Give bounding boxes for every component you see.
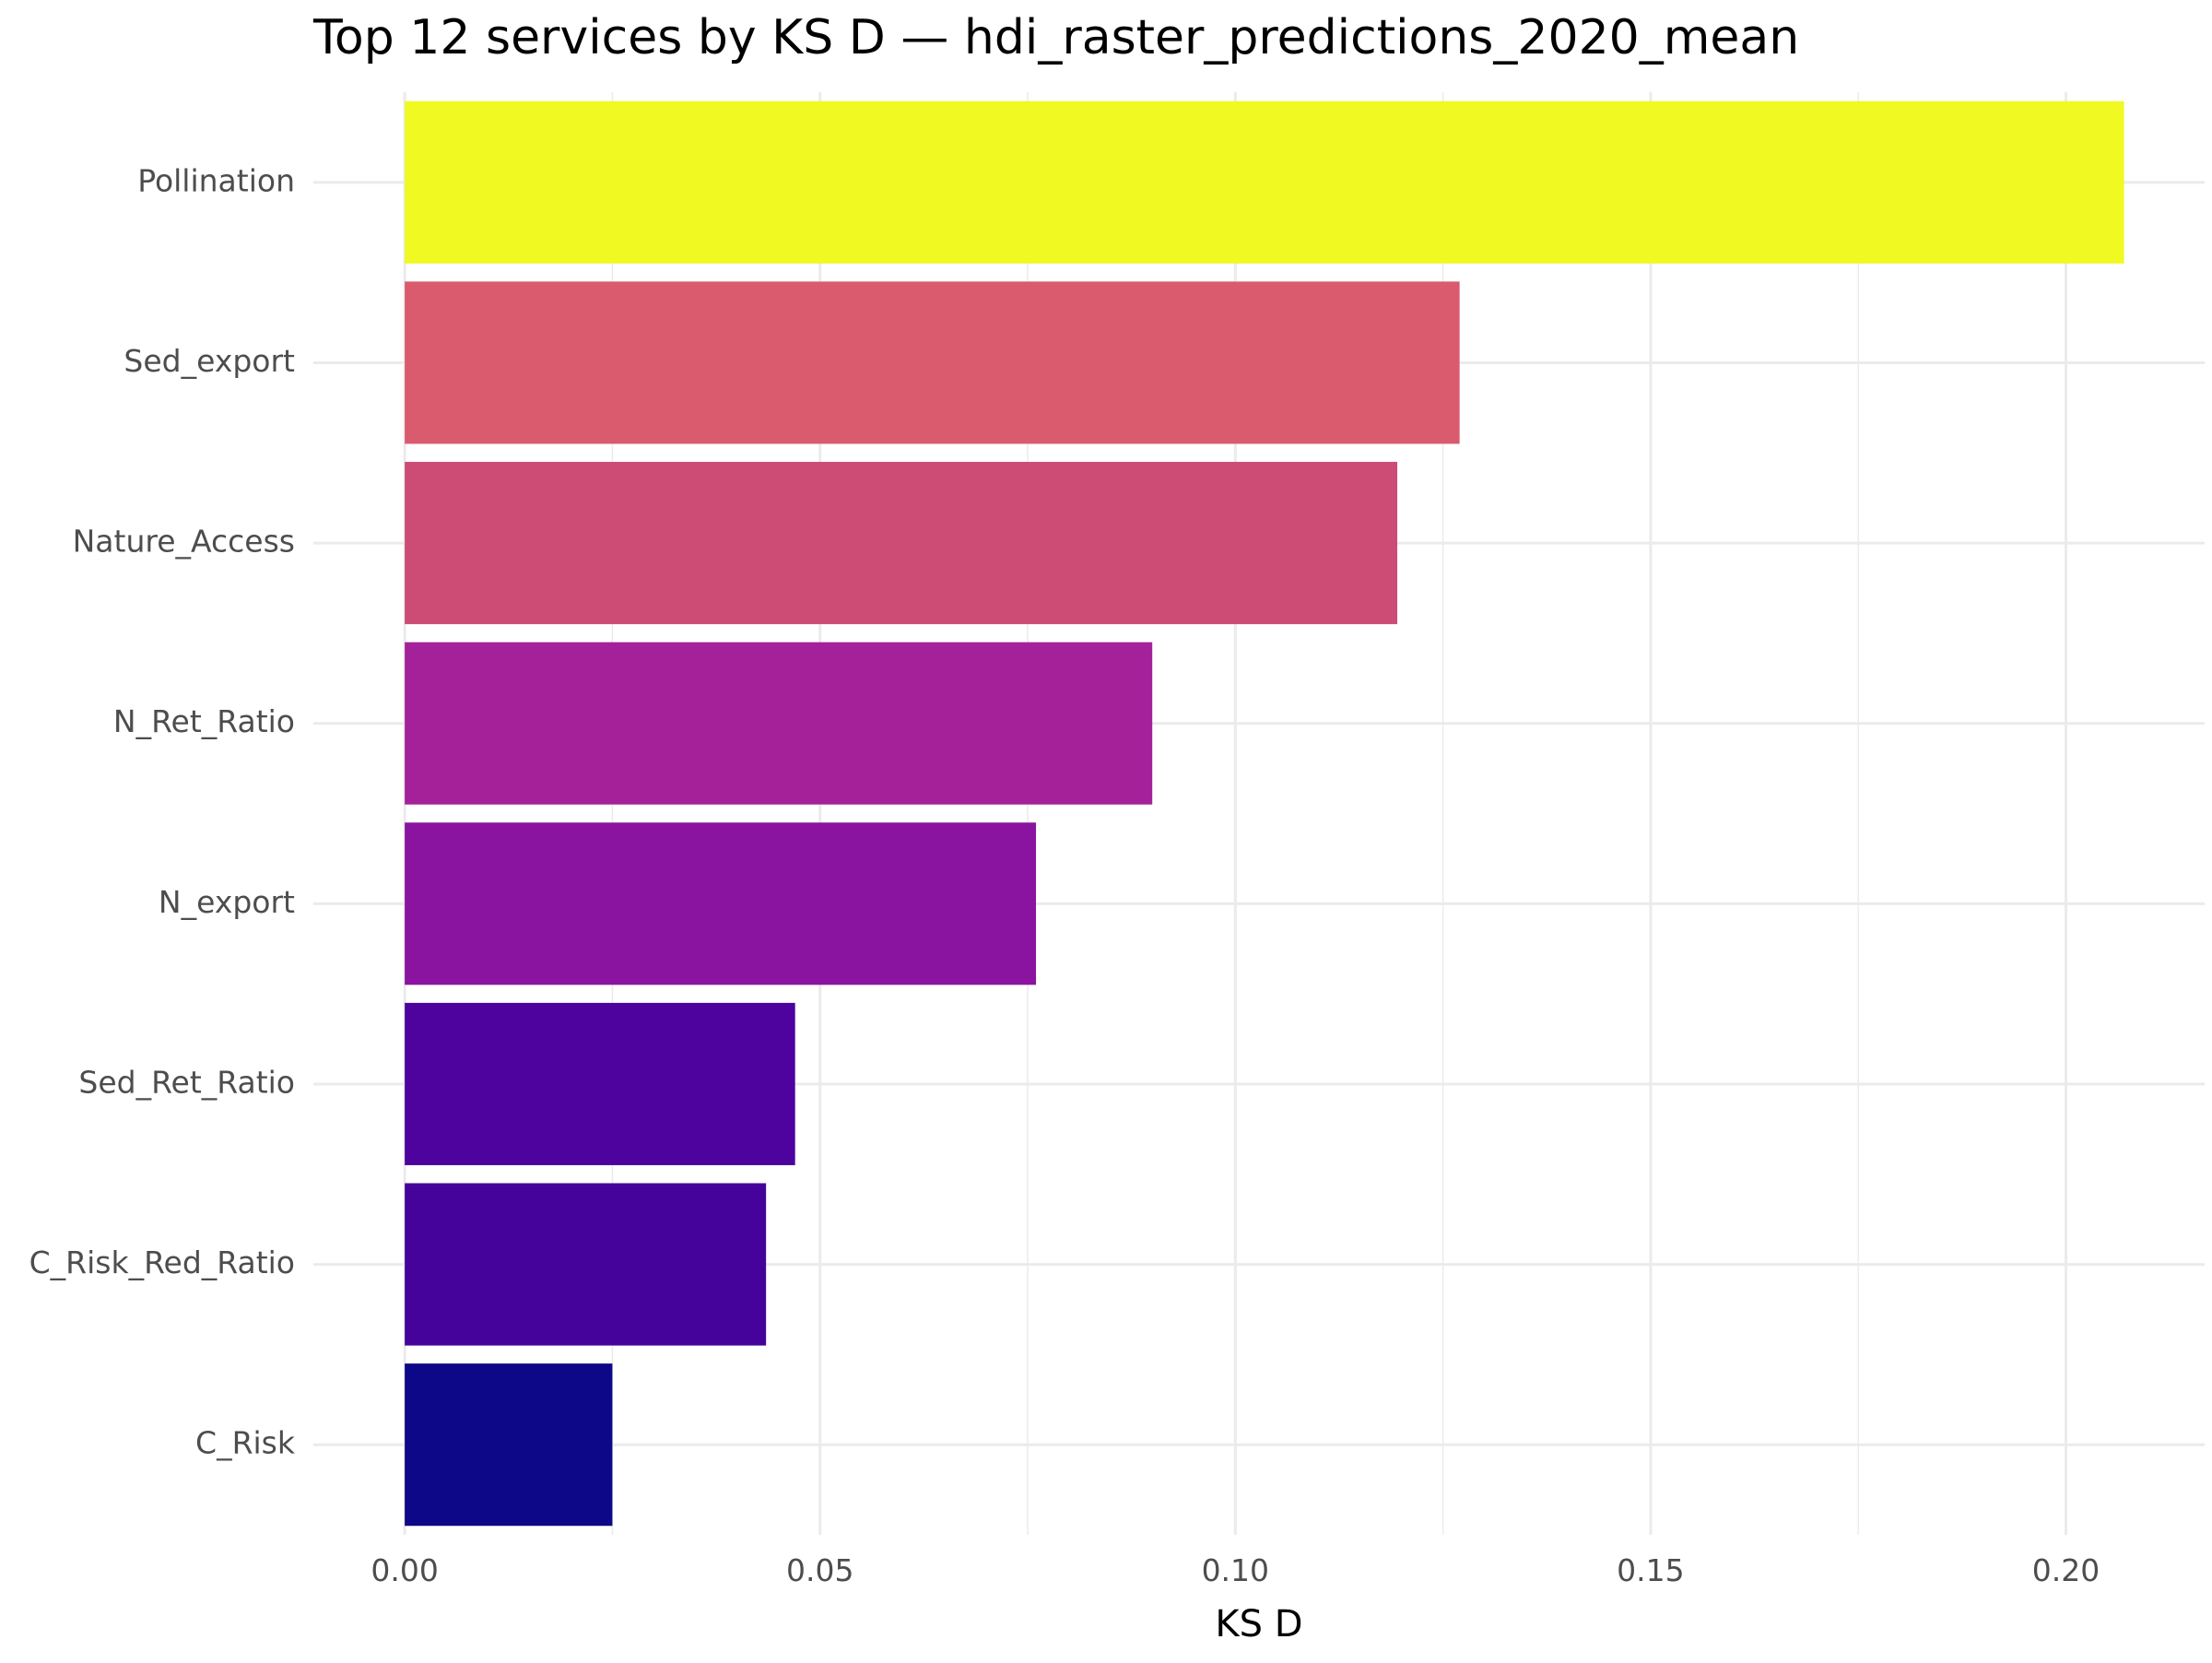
x-tick-label: 0.15 bbox=[1617, 1552, 1684, 1588]
y-tick-label: Sed_export bbox=[124, 343, 295, 379]
x-tick-label: 0.05 bbox=[786, 1552, 853, 1588]
y-tick-label: C_Risk bbox=[195, 1425, 296, 1461]
bar-c-risk bbox=[405, 1363, 613, 1527]
x-tick-label: 0.20 bbox=[2032, 1552, 2100, 1588]
bar-sed-ret-ratio bbox=[405, 1002, 795, 1165]
x-axis-label: KS D bbox=[1215, 1603, 1302, 1645]
y-tick-label: Sed_Ret_Ratio bbox=[78, 1064, 295, 1100]
y-tick-label: N_Ret_Ratio bbox=[113, 703, 295, 739]
x-tick-label: 0.00 bbox=[371, 1552, 438, 1588]
y-tick-label: N_export bbox=[159, 884, 295, 920]
bar-pollination bbox=[405, 100, 2124, 264]
bar-sed-export bbox=[405, 281, 1460, 444]
bar-n-ret-ratio bbox=[405, 642, 1153, 805]
bar-c-risk-red-ratio bbox=[405, 1183, 767, 1346]
x-tick-label: 0.10 bbox=[1202, 1552, 1269, 1588]
bars-layer bbox=[405, 100, 2124, 1527]
y-tick-label: Pollination bbox=[137, 162, 295, 198]
axis-layer: Pollination Sed_export Nature_Access N_Ret_… bbox=[29, 162, 2100, 1588]
chart-title: Top 12 services by KS D — hdi_raster_pre… bbox=[312, 10, 1799, 65]
y-tick-label: Nature_Access bbox=[73, 524, 295, 560]
y-tick-label: C_Risk_Red_Ratio bbox=[29, 1244, 295, 1280]
bar-n-export bbox=[405, 822, 1037, 985]
bar-nature-access bbox=[405, 462, 1398, 625]
